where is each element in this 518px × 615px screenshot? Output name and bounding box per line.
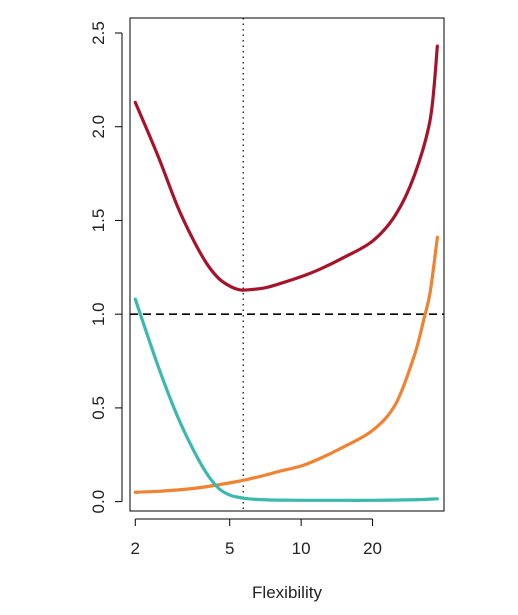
y-axis: 0.0 0.5 1.0 1.5 2.0 2.5 xyxy=(89,21,123,514)
y-tick-label: 0.5 xyxy=(89,396,108,420)
y-tick-label: 1.0 xyxy=(89,302,108,326)
x-tick-label: 2 xyxy=(131,539,140,558)
x-tick-label: 10 xyxy=(292,539,311,558)
x-tick-label: 20 xyxy=(363,539,382,558)
series-line-1 xyxy=(133,44,439,292)
reference-lines xyxy=(130,18,444,511)
x-axis-title: Flexibility xyxy=(252,583,322,602)
y-tick-label: 0.0 xyxy=(89,490,108,514)
y-tick-label: 2.0 xyxy=(89,115,108,139)
series-line-3 xyxy=(133,297,439,502)
series-line-2 xyxy=(133,235,439,494)
series-layer xyxy=(133,44,439,502)
y-tick-label: 1.5 xyxy=(89,209,108,233)
plot-frame xyxy=(129,17,445,512)
y-tick-label: 2.5 xyxy=(89,21,108,45)
x-tick-label: 5 xyxy=(225,539,234,558)
x-axis: 2 5 10 20 xyxy=(131,518,382,558)
